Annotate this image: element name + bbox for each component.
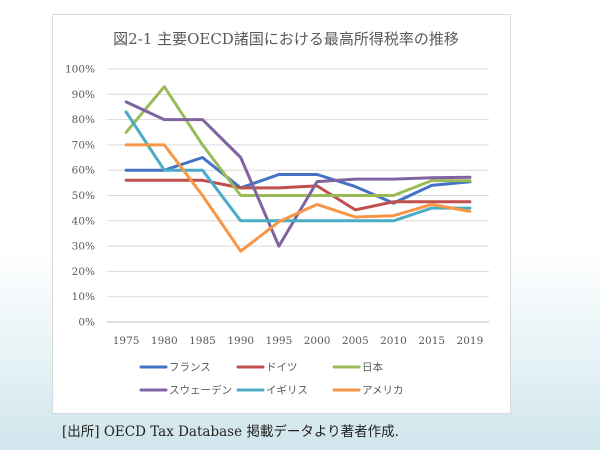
x-tick-label: 2010	[380, 335, 407, 347]
y-tick-label: 100%	[65, 64, 95, 76]
y-tick-label: 90%	[72, 89, 95, 101]
y-tick-label: 30%	[72, 241, 95, 253]
x-tick-label: 1990	[227, 335, 254, 347]
series-line	[124, 156, 472, 205]
legend-label: 日本	[362, 361, 383, 374]
y-tick-label: 0%	[78, 317, 95, 329]
series-line	[124, 85, 472, 197]
y-tick-label: 20%	[72, 266, 95, 278]
series-line	[124, 178, 472, 212]
series-lines	[124, 85, 472, 253]
x-tick-label: 2019	[457, 335, 484, 347]
x-tick-label: 1995	[266, 335, 293, 347]
y-axis-ticks: 0% 10% 20% 30% 40% 50% 60% 70% 80% 90% 100%	[65, 64, 95, 329]
source-note: [出所] OECD Tax Database 掲載データより著者作成.	[62, 424, 399, 440]
x-tick-label: 1985	[189, 335, 216, 347]
x-tick-label: 2005	[342, 335, 369, 347]
x-tick-label: 1975	[113, 335, 140, 347]
chart-title: 図2-1 主要OECD諸国における最高所得税率の推移	[113, 30, 459, 48]
legend-label: アメリカ	[362, 385, 403, 397]
series-line	[124, 143, 472, 253]
legend-label: ドイツ	[266, 362, 298, 374]
x-axis-ticks: 1975 1980 1985 1990 1995 2000 2005 2010 2015 2019	[113, 335, 484, 347]
x-tick-label: 2000	[304, 335, 331, 347]
y-tick-label: 80%	[72, 114, 95, 126]
line-chart: 図2-1 主要OECD諸国における最高所得税率の推移 0% 10% 20% 30% 40…	[65, 30, 489, 397]
legend-label: フランス	[169, 362, 211, 374]
y-tick-label: 40%	[72, 215, 95, 227]
y-tick-label: 50%	[72, 190, 95, 202]
chart-frame: 図2-1 主要OECD諸国における最高所得税率の推移 0% 10% 20% 30% 40…	[52, 14, 511, 414]
x-tick-label: 2015	[418, 335, 445, 347]
legend-label: スウェーデン	[169, 384, 232, 397]
y-tick-label: 60%	[72, 165, 95, 177]
legend-label: イギリス	[266, 385, 308, 397]
y-tick-label: 10%	[72, 291, 95, 303]
x-tick-label: 1980	[151, 335, 178, 347]
y-tick-label: 70%	[72, 139, 95, 151]
